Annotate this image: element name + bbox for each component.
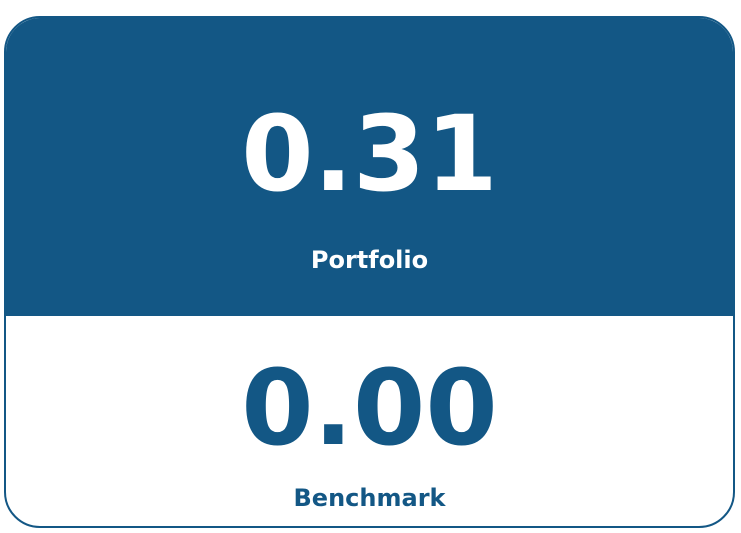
benchmark-value: 0.00: [241, 347, 498, 469]
portfolio-panel: 0.31 Portfolio: [6, 18, 733, 316]
benchmark-label: Benchmark: [293, 484, 446, 512]
kpi-card: 0.31 Portfolio 0.00 Benchmark: [4, 16, 735, 528]
benchmark-panel: 0.00 Benchmark: [6, 316, 733, 526]
portfolio-value: 0.31: [241, 93, 498, 215]
portfolio-label: Portfolio: [310, 246, 429, 274]
